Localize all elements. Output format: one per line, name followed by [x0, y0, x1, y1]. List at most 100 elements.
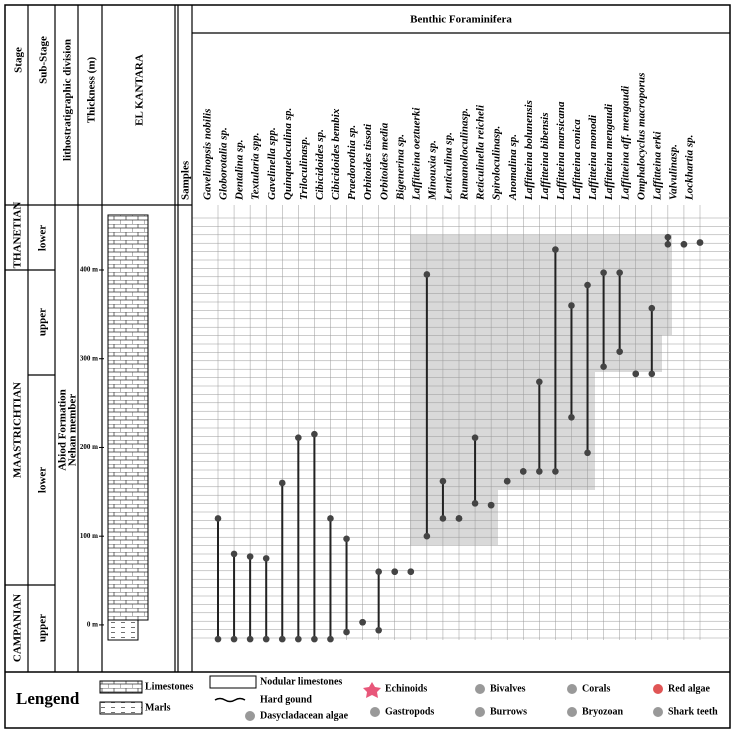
range-top — [648, 304, 656, 312]
stage: MAASTRICHTIAN — [12, 382, 24, 478]
range-top — [359, 618, 366, 626]
range-top — [552, 246, 559, 253]
species-name: Dentalina sp. — [234, 139, 246, 201]
legend-label: Hard gound — [260, 694, 312, 705]
species-name: Valvulinasp. — [667, 144, 679, 200]
legend-title: Lengend — [16, 689, 80, 708]
species-name: Gavelinopsis nobilis — [202, 109, 214, 200]
substage-header: Sub-Stage — [38, 36, 50, 84]
range-top — [230, 550, 238, 558]
species-name: Spiroloculinasp. — [491, 126, 503, 200]
legend-label: Corals — [582, 683, 610, 694]
limestone-column — [107, 214, 149, 621]
species-name: Omphalocyclus macroporus — [635, 73, 647, 200]
range-top — [568, 302, 575, 309]
thickness-header: Thickness (m) — [86, 57, 98, 124]
species-name: Anomalina sp. — [507, 134, 519, 201]
samples-header: Samples — [180, 160, 192, 200]
section-header: EL KANTARA — [134, 54, 146, 126]
range-top — [214, 515, 222, 522]
litho-unit: Abiod Formation — [57, 389, 69, 471]
species-name: Laffitteina bolunensis — [523, 100, 535, 201]
legend-label: Bryozoan — [582, 706, 624, 717]
range-top — [343, 535, 350, 543]
range-base — [536, 468, 543, 475]
legend-label: Burrows — [490, 706, 527, 717]
stage-header: Stage — [13, 47, 25, 73]
range-top — [327, 515, 334, 522]
range-top — [262, 555, 270, 562]
range-top — [536, 378, 543, 386]
range-top — [246, 553, 254, 560]
range-top — [696, 239, 704, 246]
range-base — [375, 626, 382, 634]
range-top — [632, 370, 640, 378]
legend-icon — [567, 684, 577, 694]
range-top — [375, 568, 382, 575]
tick-label: 400 m — [80, 266, 98, 274]
legend-icon — [475, 684, 485, 694]
range-top — [664, 233, 672, 241]
range-base — [343, 628, 350, 636]
range-top — [278, 479, 286, 487]
range-base — [471, 500, 479, 507]
marl-column — [107, 619, 139, 641]
range-top — [407, 568, 415, 575]
legend-label: Echinoids — [385, 683, 427, 694]
range-base — [278, 635, 286, 643]
legend-label: Red algae — [668, 683, 711, 694]
range-top — [311, 430, 318, 438]
range-base — [295, 635, 302, 643]
legend-icon — [653, 707, 663, 717]
species-name: Cibicidoides bembix — [330, 108, 342, 200]
range-top — [423, 271, 431, 278]
range-base — [568, 413, 575, 421]
species-name: Laffitteina aff. mengaudi — [619, 85, 631, 201]
tick-label: 0 m — [87, 621, 98, 629]
legend-label: Nodular limestones — [260, 676, 342, 687]
range-top — [503, 477, 511, 485]
sub-stage: lower — [37, 467, 49, 493]
legend-icon — [567, 707, 577, 717]
range-base — [327, 635, 334, 643]
legend-label: Dasycladacean algae — [260, 710, 349, 721]
species-name: Quinqueloculina sp. — [282, 108, 294, 200]
range-base — [214, 635, 222, 643]
species-name: Textularia spp. — [250, 133, 262, 200]
sub-stage: upper — [37, 614, 49, 642]
species-name: Reticulinella reicheli — [475, 104, 487, 201]
range-top — [680, 240, 688, 248]
range-top — [391, 568, 399, 575]
column-lines — [5, 5, 730, 673]
legend-label: Limestones — [145, 681, 193, 692]
legend-icon — [475, 707, 485, 717]
species-name: Orbitoides media — [378, 122, 390, 200]
range-top — [616, 269, 623, 276]
sub-stage: upper — [37, 308, 49, 336]
species-name: Lockhartia sp. — [684, 135, 696, 201]
litho-unit: Nehan member — [67, 394, 79, 467]
range-base — [616, 348, 623, 355]
range-base — [552, 468, 559, 475]
tick-label: 300 m — [80, 354, 98, 362]
range-base — [664, 240, 672, 248]
range-base — [600, 363, 607, 371]
legend-icon — [370, 707, 380, 717]
range-top — [487, 501, 495, 509]
range-base — [423, 532, 431, 540]
legend-label: Marls — [145, 702, 171, 713]
range-base — [439, 515, 447, 522]
stage: CAMPANIAN — [12, 594, 24, 662]
legend-icon — [245, 711, 255, 721]
species-name: Lenticulina sp. — [443, 132, 455, 201]
range-top — [439, 477, 447, 485]
legend-swatch — [209, 675, 257, 689]
species-name: Cibicidoides sp. — [314, 129, 326, 200]
species-name: Laffitteina conica — [571, 119, 583, 201]
range-top — [455, 515, 463, 522]
range-base — [584, 449, 591, 457]
species-name: Praedorothia sp. — [346, 125, 358, 200]
range-top — [584, 281, 591, 289]
legend-swatch — [99, 680, 143, 694]
legend-label: Shark teeth — [668, 706, 718, 717]
